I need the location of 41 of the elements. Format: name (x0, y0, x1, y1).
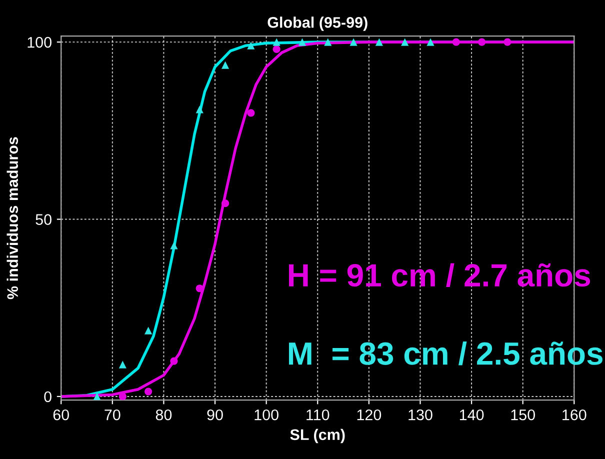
point (118, 360, 126, 368)
point (247, 42, 255, 50)
point (426, 38, 434, 46)
point (221, 200, 230, 208)
point (144, 388, 152, 396)
point (298, 38, 306, 46)
point (478, 38, 486, 46)
point (401, 38, 409, 46)
point (350, 38, 358, 46)
point (221, 61, 230, 69)
x-tick-label: 130 (408, 409, 432, 420)
x-tick-label: 90 (207, 409, 223, 420)
x-tick-label: 160 (562, 409, 586, 420)
x-tick-label: 80 (156, 409, 172, 420)
y-axis-title: % individuos maduros (6, 137, 18, 300)
x-tick-label: 140 (460, 409, 484, 420)
point (272, 45, 280, 53)
y-tick-label: 100 (28, 36, 52, 48)
point (196, 106, 204, 114)
point (170, 357, 178, 365)
point (170, 242, 178, 250)
x-tick-label: 60 (53, 409, 70, 420)
point (93, 392, 101, 400)
y-tick-label: 0 (44, 391, 52, 402)
x-tick-label: 70 (104, 409, 120, 420)
point (196, 284, 204, 292)
point (144, 326, 152, 334)
point (375, 38, 383, 46)
point (118, 392, 126, 400)
point (272, 38, 280, 46)
x-axis-title: SL (cm) (290, 428, 345, 444)
x-tick-label: 120 (357, 409, 382, 420)
x-tick-label: 150 (511, 409, 535, 420)
point (452, 38, 460, 46)
point (247, 109, 255, 117)
x-tick-label: 110 (306, 409, 330, 420)
point (504, 38, 512, 46)
y-tick-label: 50 (36, 214, 52, 225)
x-tick-label: 100 (254, 409, 278, 420)
chart-title: Global (95-99) (268, 16, 368, 31)
point (324, 38, 332, 46)
